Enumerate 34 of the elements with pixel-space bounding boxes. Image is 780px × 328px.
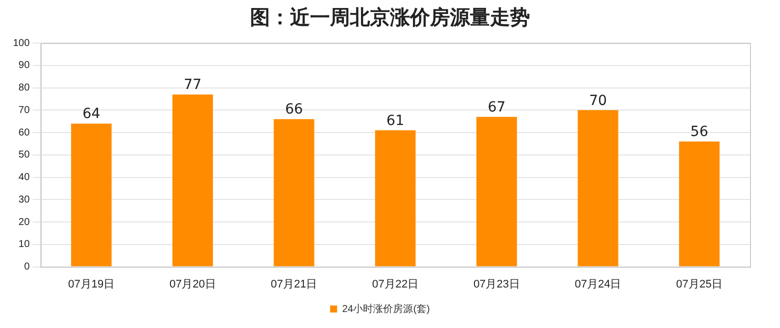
- bar: [375, 130, 416, 266]
- y-tick-label: 80: [18, 82, 30, 94]
- y-tick-label: 20: [18, 216, 30, 228]
- x-tick-label: 07月23日: [473, 278, 520, 290]
- y-tick-label: 90: [18, 60, 30, 72]
- bar: [274, 119, 314, 266]
- y-tick-label: 40: [18, 172, 30, 184]
- data-label: 66: [285, 102, 304, 118]
- y-tick-label: 30: [18, 194, 30, 206]
- bar: [71, 124, 112, 266]
- data-label: 56: [690, 124, 708, 140]
- bar: [172, 94, 213, 266]
- data-label: 70: [589, 92, 607, 109]
- y-tick-label: 0: [24, 262, 30, 273]
- y-tick-label: 10: [18, 239, 30, 250]
- x-tick-label: 07月25日: [676, 278, 723, 290]
- y-tick-label: 60: [18, 127, 30, 138]
- bar: [679, 141, 720, 266]
- x-tick-label: 07月22日: [372, 278, 419, 290]
- x-tick-label: 07月24日: [574, 278, 622, 290]
- x-tick-label: 07月20日: [169, 278, 216, 290]
- x-tick-label: 07月19日: [68, 278, 115, 290]
- data-label: 61: [386, 112, 404, 129]
- y-tick-label: 70: [18, 104, 30, 116]
- y-tick-label: 50: [18, 150, 30, 161]
- x-tick-label: 07月21日: [270, 278, 318, 290]
- data-label: 67: [488, 99, 506, 116]
- legend-label: 24小时涨价房源(套): [342, 302, 430, 315]
- bar: [476, 116, 517, 266]
- y-tick-label: 100: [12, 38, 30, 49]
- bar: [578, 110, 618, 266]
- data-label: 64: [82, 106, 100, 122]
- data-label: 77: [184, 77, 202, 94]
- chart-title: 图：近一周北京涨价房源量走势: [249, 4, 531, 31]
